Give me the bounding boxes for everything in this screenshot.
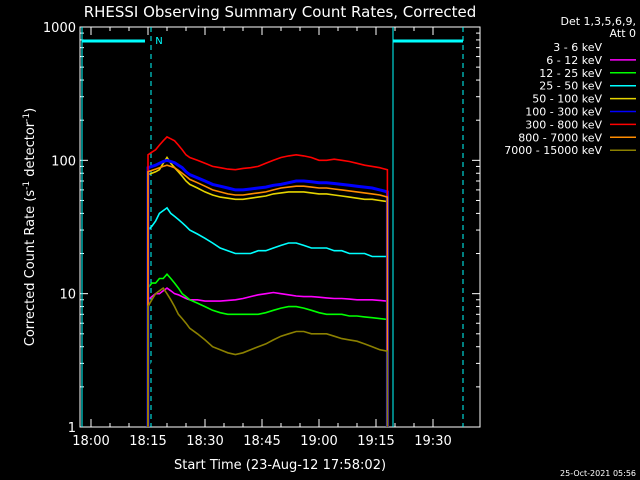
legend-label: 3 - 6 keV xyxy=(553,41,602,54)
y-tick-label: 100 xyxy=(51,154,76,169)
y-axis-label-part1: Corrected Count Rate (s xyxy=(23,190,38,347)
series-lines xyxy=(146,135,389,427)
y-axis-label: Corrected Count Rate (s-1 detector-1) xyxy=(22,108,38,346)
x-tick-label: 19:30 xyxy=(414,434,451,449)
legend-label: 12 - 25 keV xyxy=(539,67,602,80)
y-axis-label-part2: detector xyxy=(23,121,38,181)
legend-header: Att 0 xyxy=(610,27,636,40)
x-tick-label: 18:15 xyxy=(129,434,166,449)
legend-label: 25 - 50 keV xyxy=(539,80,602,93)
series-line-300-800keV xyxy=(147,135,389,427)
series-line-100-300keV xyxy=(146,158,389,427)
x-tick-label: 18:30 xyxy=(186,434,223,449)
series-line-12-25keV xyxy=(147,272,389,427)
series-line-7000-15000keV xyxy=(147,286,389,427)
x-tick-label: 18:00 xyxy=(72,434,109,449)
x-tick-label: 19:15 xyxy=(357,434,394,449)
legend-label: 7000 - 15000 keV xyxy=(504,144,602,157)
footer-timestamp: 25-Oct-2021 05:56 xyxy=(560,469,636,478)
y-axis: 1 10 100 1000 xyxy=(43,21,480,436)
legend-header: Det 1,3,5,6,9, xyxy=(560,15,636,28)
legend-label: 300 - 800 keV xyxy=(525,118,602,131)
y-tick-label: 1 xyxy=(68,421,76,436)
legend-label: 800 - 7000 keV xyxy=(518,131,602,144)
y-axis-label-sup2: -1 xyxy=(22,113,32,122)
plot-frame xyxy=(79,26,481,428)
series-line-800-7000keV xyxy=(147,164,389,427)
x-axis-label: Start Time (23-Aug-12 17:58:02) xyxy=(174,458,386,473)
y-tick-label: 1000 xyxy=(43,21,76,36)
series-line-25-50keV xyxy=(147,206,389,427)
x-axis: 18:00 18:15 18:30 18:45 19:00 19:15 19:30 xyxy=(72,27,452,449)
y-tick-label: 10 xyxy=(59,288,76,303)
legend-label: 50 - 100 keV xyxy=(532,93,602,106)
x-tick-label: 18:45 xyxy=(243,434,280,449)
legend-label: 100 - 300 keV xyxy=(525,106,602,119)
legend-label: 6 - 12 keV xyxy=(546,54,602,67)
chart-title: RHESSI Observing Summary Count Rates, Co… xyxy=(84,3,477,21)
y-axis-label-part3: ) xyxy=(23,108,38,113)
series-line-6-12keV xyxy=(147,287,389,427)
x-tick-label: 19:00 xyxy=(300,434,337,449)
series-line-3-6keV xyxy=(147,352,389,427)
annotation-label: N xyxy=(155,36,162,47)
y-axis-label-sup1: -1 xyxy=(22,181,32,190)
attenuator-night-overlays: N xyxy=(81,27,464,427)
